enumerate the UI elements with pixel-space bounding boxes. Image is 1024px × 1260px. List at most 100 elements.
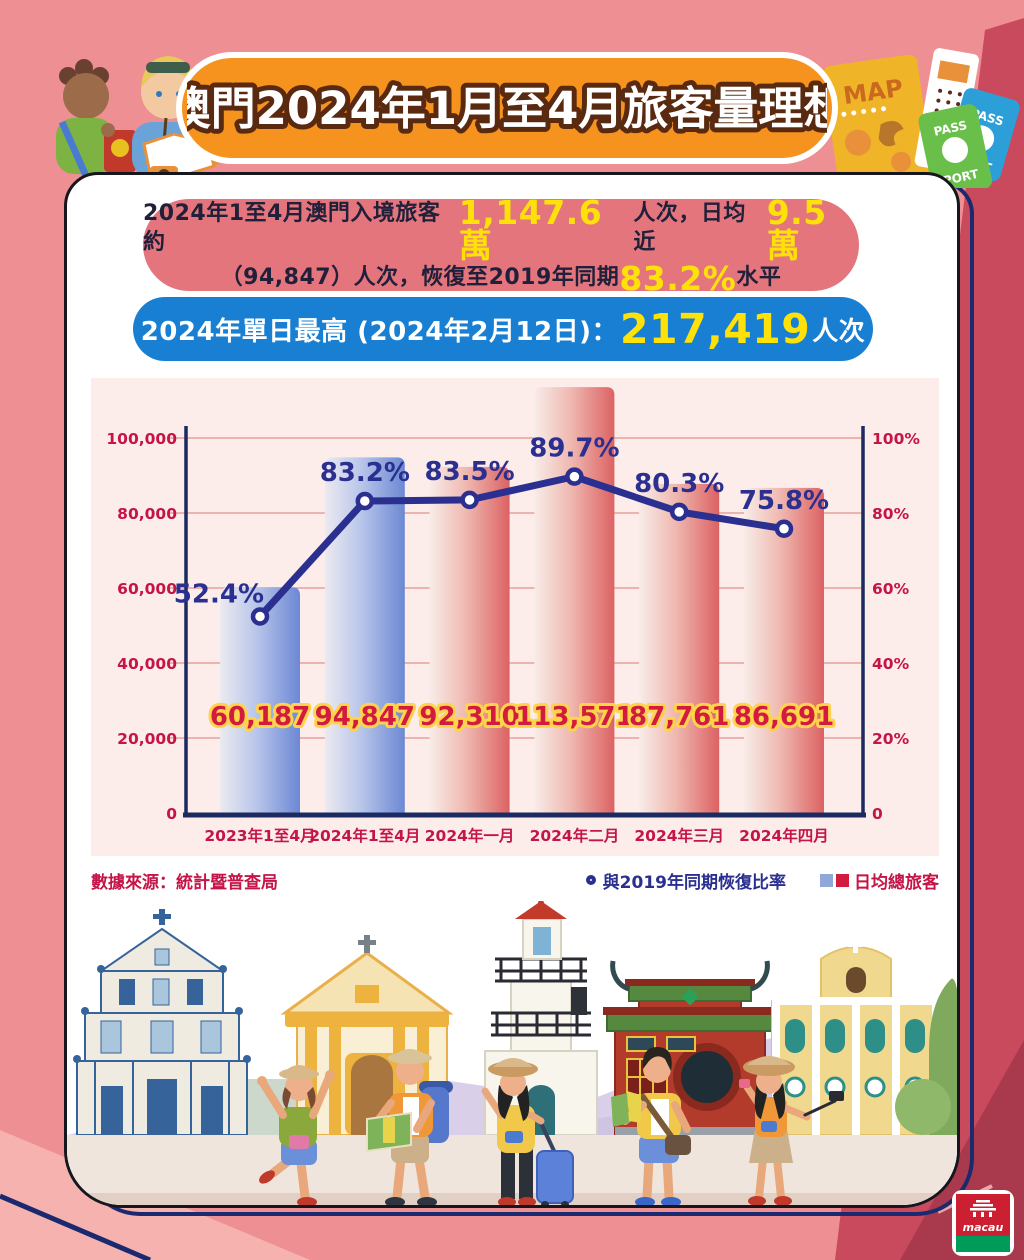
suitcase-icon xyxy=(536,1150,574,1204)
camera-icon xyxy=(505,1131,523,1143)
text-segment: 2024年1至4月澳門入境旅客約 xyxy=(143,200,441,255)
tourist-jumping-girl xyxy=(257,1065,335,1205)
x-axis-label: 2024年1至4月 xyxy=(309,826,420,845)
bar xyxy=(429,466,510,813)
travel-items-illustration: MAP PASS PORT PASS PORT xyxy=(823,48,1020,188)
summary-box: 2024年1至4月澳門入境旅客約 1,147.6萬 人次，日均近 9.5萬 （94,8… xyxy=(143,196,859,295)
left-axis-tick: 100,000 xyxy=(106,430,177,448)
bar-value-label: 86,691 xyxy=(734,702,834,732)
gridlines: 100,000 80,000 60,000 40,000 20,000 0 100% 80% 6… xyxy=(106,430,920,823)
bar xyxy=(534,387,615,813)
bar-value-label: 94,847 xyxy=(315,702,415,732)
macau-tourism-logo: macau xyxy=(952,1190,1014,1256)
legend-row: 數據來源：統計暨普查局 與2019年同期恢復比率 日均總旅客 xyxy=(91,867,939,893)
text-segment: 2024年單日最高 (2024年2月12日)： xyxy=(140,316,619,347)
line-marker xyxy=(460,490,479,510)
svg-text:PASS: PASS xyxy=(932,118,968,139)
tourist-map-man xyxy=(611,1047,691,1205)
camera-icon xyxy=(761,1121,777,1132)
left-axis-tick: 60,000 xyxy=(117,580,177,598)
line-marker xyxy=(355,491,375,511)
left-axis-tick: 40,000 xyxy=(117,655,177,673)
tourist-backpacker xyxy=(366,1049,453,1205)
left-axis-tick: 0 xyxy=(166,805,177,823)
bar xyxy=(639,483,720,813)
macau-landmarks-illustration xyxy=(67,901,957,1205)
bar-value-label: 87,761 xyxy=(629,702,729,732)
legend-line-label: 與2019年同期恢復比率 xyxy=(602,872,786,893)
map-icon xyxy=(611,1093,629,1127)
page-title: 澳門2024年1月至4月旅客量理想 xyxy=(187,82,827,135)
left-axis-tick: 80,000 xyxy=(117,505,177,523)
highlight-value: 9.5萬 xyxy=(766,192,827,265)
x-axis-label: 2024年三月 xyxy=(634,826,724,845)
bushes xyxy=(895,978,957,1135)
logo-text: macau xyxy=(963,1221,1004,1234)
line-marker xyxy=(565,467,584,486)
background-navy-diagonal xyxy=(0,1193,151,1260)
tourist-suitcase-woman xyxy=(481,1058,574,1205)
line-point-label: 89.7% xyxy=(529,434,619,464)
shoulder-bag-icon xyxy=(665,1135,691,1155)
highlight-value: 1,147.6萬 xyxy=(458,192,603,265)
tourist-with-passport xyxy=(56,59,136,178)
legend-blue-swatch-icon xyxy=(820,873,833,887)
highlight-value: 83.2% xyxy=(619,258,737,298)
sunglasses-icon xyxy=(146,62,190,73)
summary-line-2: （94,847）人次，恢復至2019年同期 83.2% 水平 xyxy=(221,262,782,295)
text-segment: 人次，日均近 xyxy=(633,200,746,255)
daily-record-banner: 2024年單日最高 (2024年2月12日)： 217,419 人次 xyxy=(133,297,873,361)
text-segment: 水平 xyxy=(736,264,782,290)
data-source: 數據來源：統計暨普查局 xyxy=(91,872,278,893)
line-marker xyxy=(774,519,794,538)
tourist-selfie-woman xyxy=(739,1056,844,1205)
line-point-label: 52.4% xyxy=(174,580,264,610)
line-legend-marker-icon xyxy=(585,875,596,885)
title-text-svg: 澳門2024年1月至4月旅客量理想 xyxy=(187,77,827,140)
legend-bar-label: 日均總旅客 xyxy=(854,872,939,893)
line-marker xyxy=(669,502,689,522)
right-axis-tick: 100% xyxy=(872,430,920,448)
map-foldout-icon: MAP xyxy=(823,54,933,188)
summary-line-1: 2024年1至4月澳門入境旅客約 1,147.6萬 人次，日均近 9.5萬 xyxy=(143,196,859,262)
bar xyxy=(324,457,405,813)
bar-series xyxy=(220,387,824,813)
right-axis-tick: 20% xyxy=(872,730,910,748)
highlight-value: 217,419 xyxy=(620,304,811,353)
axes xyxy=(183,426,866,818)
x-axis-label: 2024年四月 xyxy=(739,826,829,845)
chart-legend: 與2019年同期恢復比率 日均總旅客 xyxy=(585,868,939,893)
st-pauls-glyph xyxy=(970,1200,996,1217)
title-banner: 澳門2024年1月至4月旅客量理想 xyxy=(176,52,838,164)
selfie-phone-icon xyxy=(829,1091,844,1101)
line-marker xyxy=(250,607,270,626)
right-axis-tick: 60% xyxy=(872,580,910,598)
bar xyxy=(744,487,824,813)
line-series: 52.4% 83.2% 83.5% 89.7% 80.3% 75.8% xyxy=(174,434,829,626)
line-point-label: 75.8% xyxy=(739,486,829,516)
bar-value-label: 60,187 xyxy=(210,702,310,732)
line-point-label: 83.2% xyxy=(320,458,410,488)
right-axis-tick: 80% xyxy=(872,505,910,523)
text-segment: 人次 xyxy=(812,316,866,347)
x-axis-label: 2023年1至4月 xyxy=(204,826,315,845)
bar-value-label: 92,310 xyxy=(419,702,519,732)
visitors-chart: 100,000 80,000 60,000 40,000 20,000 0 100% 80% 6… xyxy=(106,387,920,845)
chart-panel: 100,000 80,000 60,000 40,000 20,000 0 100% 80% 6… xyxy=(91,378,939,856)
x-axis-label: 2024年一月 xyxy=(425,826,515,845)
camera-icon xyxy=(289,1135,309,1149)
x-axis-label: 2024年二月 xyxy=(530,826,620,845)
moon-gate xyxy=(673,1043,741,1111)
st-pauls-ruins xyxy=(73,909,251,1136)
right-axis-tick: 0 xyxy=(872,805,883,823)
bar-value-label: 113,571 xyxy=(515,702,633,732)
infographic-card: 2024年1至4月澳門入境旅客約 1,147.6萬 人次，日均近 9.5萬 （94,8… xyxy=(64,172,960,1208)
right-axis-tick: 40% xyxy=(872,655,910,673)
left-axis-tick: 20,000 xyxy=(117,730,177,748)
line-point-label: 83.5% xyxy=(424,457,514,487)
text-segment: （94,847）人次，恢復至2019年同期 xyxy=(220,264,620,290)
bar xyxy=(220,587,300,813)
legend-red-swatch-icon xyxy=(836,873,849,887)
